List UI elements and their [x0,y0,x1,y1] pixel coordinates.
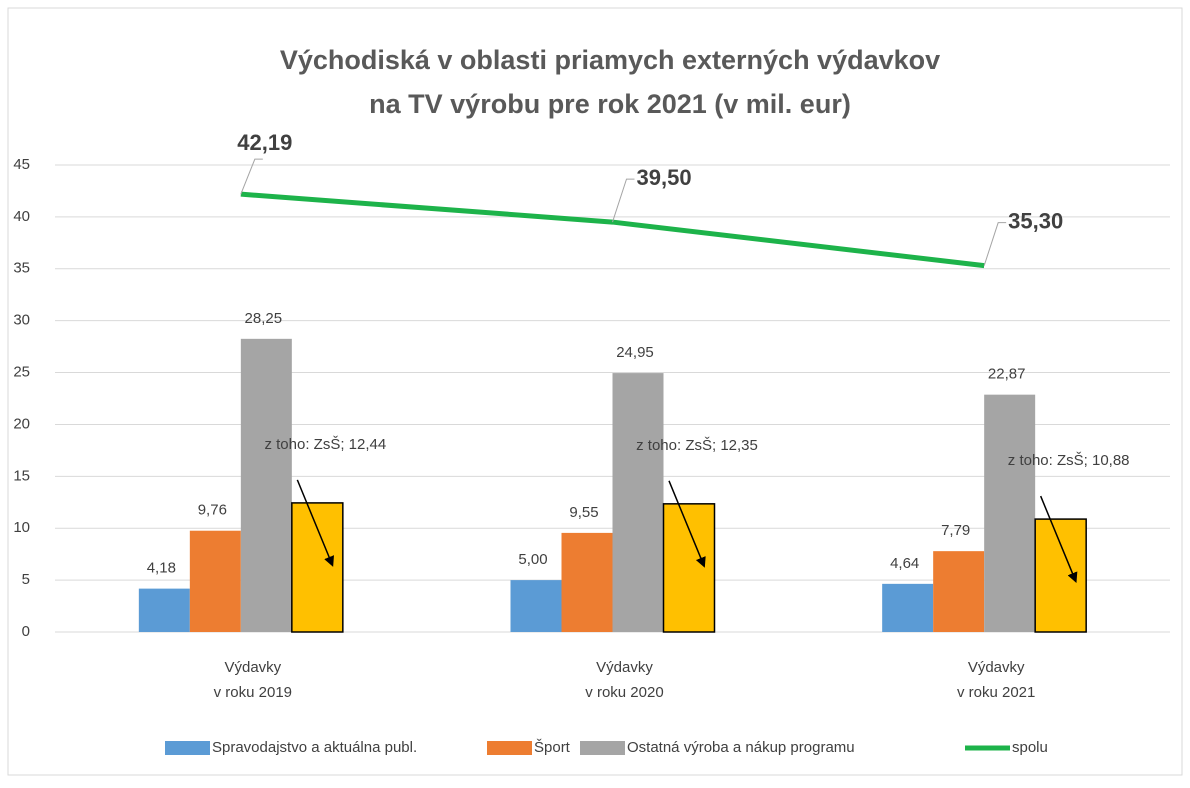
x-tick-label: v roku 2021 [957,684,1035,701]
data-label: z toho: ZsŠ; 10,88 [1008,452,1130,469]
legend-label: spolu [1012,739,1048,756]
data-label: 5,00 [518,551,547,568]
y-tick-label: 5 [22,571,30,588]
chart-frame [7,7,1183,776]
annotation-arrow [1039,495,1078,584]
leader-line [240,158,263,195]
data-label: 4,64 [890,555,919,572]
legend-swatch [487,741,532,755]
data-label: 28,25 [245,310,283,327]
annotation-arrow [668,480,706,568]
bar [189,530,241,632]
x-tick-label: Výdavky [968,659,1025,676]
data-label: 9,76 [198,502,227,519]
legend-label: Šport [534,739,571,756]
bar [510,580,562,632]
y-tick-label: 45 [13,156,30,173]
y-tick-label: 0 [22,623,30,640]
data-label: 39,50 [637,165,692,190]
x-tick-label: Výdavky [596,659,653,676]
bar [240,338,292,632]
x-tick-label: Výdavky [224,659,281,676]
y-tick-label: 25 [13,364,30,381]
bar [1034,518,1087,633]
data-label: 9,55 [569,504,598,521]
legend-swatch [165,741,210,755]
data-label: 42,19 [237,130,292,155]
y-tick-label: 10 [13,519,30,536]
legend-label: Spravodajstvo a aktuálna publ. [212,739,417,756]
data-label: z toho: ZsŠ; 12,44 [264,436,386,453]
legend-label: Ostatná výroba a nákup programu [627,739,855,756]
leader-line [612,178,635,223]
data-label: 24,95 [616,344,654,361]
x-tick-label: v roku 2019 [214,684,292,701]
y-tick-label: 20 [13,415,30,432]
annotation-arrow [296,479,334,567]
x-tick-label: v roku 2020 [585,684,663,701]
bar [933,551,985,632]
bar [561,532,613,632]
data-label: 7,79 [941,522,970,539]
y-tick-label: 40 [13,208,30,225]
bar [138,588,190,632]
data-label: 35,30 [1008,208,1063,233]
y-tick-label: 35 [13,260,30,277]
bar [291,502,344,633]
y-tick-label: 30 [13,312,30,329]
chart-title: na TV výrobu pre rok 2021 (v mil. eur) [369,89,851,119]
bar [984,394,1036,632]
bar [662,503,716,633]
bar [882,583,934,632]
data-label: z toho: ZsŠ; 12,35 [636,437,758,454]
bar [612,373,664,632]
y-tick-label: 15 [13,467,30,484]
legend-swatch [580,741,625,755]
chart-title: Východiská v oblasti priamych externých … [280,45,940,75]
data-label: 22,87 [988,366,1026,383]
leader-line [983,222,1007,266]
data-label: 4,18 [147,560,176,577]
